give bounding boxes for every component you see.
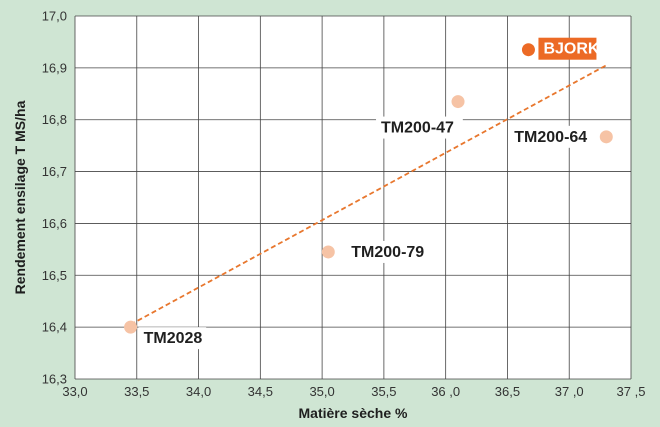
x-tick-label: 37 ,0 — [555, 384, 584, 399]
point-label: TM200-47 — [381, 120, 454, 137]
y-tick-label: 16,9 — [42, 60, 67, 75]
point-label-box — [509, 125, 597, 148]
y-tick-label: 16,6 — [42, 216, 67, 231]
point-label-box — [346, 240, 434, 263]
x-tick-label: 36,5 — [495, 384, 520, 399]
point-label: TM200-64 — [514, 129, 587, 146]
y-tick-label: 16,4 — [42, 320, 67, 335]
y-tick-label: 16,3 — [42, 372, 67, 387]
x-axis-ticks: 33,0 33,5 34,0 34,5 35,0 35,5 36 ,0 36,5 37 ,0 37… — [62, 384, 645, 399]
point-label-box — [138, 327, 207, 350]
data-point — [521, 43, 535, 57]
point-label: TM200-79 — [351, 244, 424, 261]
x-tick-label: 34,5 — [248, 384, 273, 399]
x-tick-label: 33,5 — [124, 384, 149, 399]
x-tick-label: 37 ,5 — [617, 384, 646, 399]
point-label-box — [376, 116, 463, 139]
x-tick-label: 33,0 — [62, 384, 87, 399]
point-label: TM2028 — [144, 330, 203, 347]
x-axis-title: Matière sèche % — [299, 405, 408, 421]
data-point — [451, 95, 465, 109]
y-tick-label: 17,0 — [42, 9, 67, 24]
data-point — [599, 130, 613, 144]
y-tick-label: 16,8 — [42, 112, 67, 127]
point-label: BJORK — [543, 41, 599, 58]
y-axis-title: Rendement ensilage T MS/ha — [12, 100, 28, 294]
y-tick-label: 16,7 — [42, 164, 67, 179]
x-tick-label: 35,0 — [309, 384, 334, 399]
data-points: BJORK TM200-47 TM200-64 TM200-79 TM2028 — [124, 37, 613, 350]
x-tick-label: 34,0 — [186, 384, 211, 399]
x-tick-label: 36 ,0 — [431, 384, 460, 399]
plot-area — [75, 16, 631, 379]
point-label-box — [538, 37, 597, 60]
x-tick-label: 35,5 — [371, 384, 396, 399]
y-tick-label: 16,5 — [42, 268, 67, 283]
trendline — [130, 64, 607, 326]
data-point — [124, 320, 138, 334]
y-axis-ticks: 16,3 16,4 16,5 16,6 16,7 16,8 16,9 17,0 — [42, 9, 67, 387]
data-point — [321, 245, 335, 259]
